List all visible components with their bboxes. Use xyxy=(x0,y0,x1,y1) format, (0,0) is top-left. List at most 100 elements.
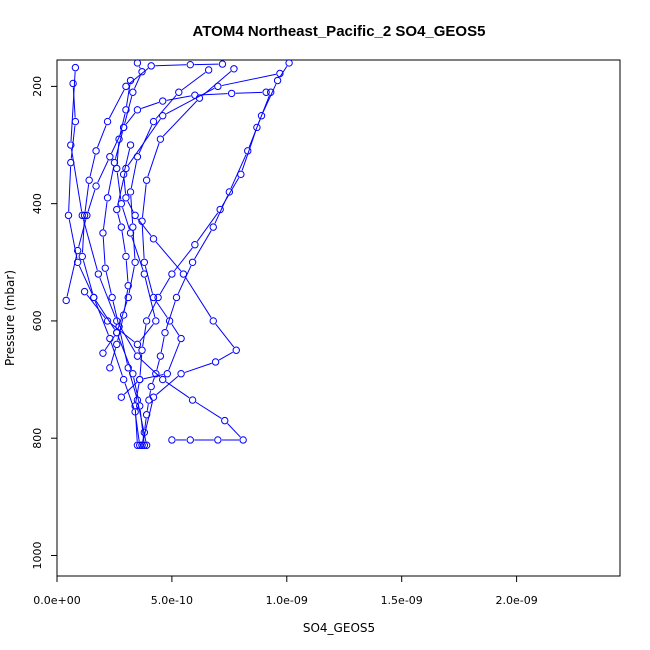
profile-segment xyxy=(123,178,127,194)
profile-segment xyxy=(257,95,270,124)
data-point xyxy=(113,164,121,173)
profile-series xyxy=(99,66,213,357)
profile-segment xyxy=(138,66,141,69)
data-point xyxy=(237,170,245,179)
profile-segment xyxy=(230,154,247,189)
data-point xyxy=(103,117,112,126)
profile-segment xyxy=(215,323,235,348)
data-point xyxy=(126,229,135,237)
profile-segment xyxy=(144,266,153,294)
profile-segment xyxy=(95,300,115,330)
y-tick-label: 600 xyxy=(31,310,44,331)
data-point xyxy=(119,123,128,132)
data-point xyxy=(159,97,167,105)
profile-segment xyxy=(141,225,145,259)
data-point xyxy=(113,205,121,214)
profile-series xyxy=(67,63,247,444)
data-point xyxy=(214,436,222,444)
profile-segment xyxy=(70,71,76,142)
data-point xyxy=(113,317,121,325)
data-point xyxy=(122,164,130,173)
profile-segment xyxy=(262,83,277,113)
data-point xyxy=(142,317,151,325)
data-point xyxy=(62,296,70,305)
profile-segment xyxy=(122,207,130,230)
profile-series xyxy=(117,65,238,401)
profile-series xyxy=(106,69,284,372)
data-point xyxy=(129,370,137,378)
data-point xyxy=(145,396,153,404)
data-point xyxy=(113,340,121,349)
data-point xyxy=(117,199,126,208)
profile-segment xyxy=(139,409,145,442)
data-point xyxy=(94,270,103,278)
data-point xyxy=(119,375,128,384)
profile-segment xyxy=(125,260,129,282)
data-point xyxy=(103,194,112,202)
profile-segment xyxy=(82,260,94,294)
profile-segment xyxy=(155,241,182,272)
profile-segment xyxy=(104,335,115,351)
x-tick-label: 1.0e-09 xyxy=(266,594,308,607)
data-point xyxy=(138,68,146,76)
profile-segment xyxy=(119,330,128,365)
profile-segment xyxy=(152,377,155,384)
data-point xyxy=(214,82,222,91)
profile-segment xyxy=(131,236,144,271)
x-axis: 0.0e+00 5.0e-10 1.0e-09 1.5e-09 2.0e-09 xyxy=(33,575,538,607)
profile-series xyxy=(119,141,240,449)
data-point xyxy=(209,317,217,325)
data-point xyxy=(133,106,142,114)
profile-segment xyxy=(130,160,138,189)
y-axis-label: Pressure (mbar) xyxy=(3,270,17,366)
data-point xyxy=(106,364,114,372)
data-point xyxy=(124,364,132,372)
profile-segment xyxy=(139,323,154,342)
profile-segment xyxy=(78,219,87,247)
profile-segment xyxy=(168,342,181,371)
profile-segment xyxy=(185,277,212,318)
data-point xyxy=(273,76,282,85)
data-point xyxy=(124,282,132,290)
profile-segment xyxy=(99,277,116,318)
data-point xyxy=(168,270,176,278)
data-point xyxy=(159,112,167,120)
profile-segment xyxy=(102,236,106,265)
profile-segment xyxy=(159,277,171,295)
profile-segment xyxy=(166,87,215,115)
profile-segment xyxy=(112,301,119,324)
data-point xyxy=(122,252,130,261)
data-point xyxy=(239,436,247,444)
profile-segment xyxy=(218,351,234,361)
profile-segment xyxy=(124,383,135,409)
data-point xyxy=(140,258,149,266)
profile-segment xyxy=(110,342,123,376)
profile-segment xyxy=(128,67,149,85)
data-point xyxy=(124,293,132,302)
data-point xyxy=(99,349,107,357)
profile-segment xyxy=(156,375,179,395)
profile-segment xyxy=(141,101,160,109)
profile-segment xyxy=(181,71,206,91)
profile-segment xyxy=(97,160,109,183)
data-point xyxy=(140,270,149,278)
data-point xyxy=(177,370,185,378)
data-point xyxy=(188,258,197,266)
data-point xyxy=(267,88,275,96)
data-point xyxy=(227,89,236,98)
profile-segment xyxy=(133,377,140,403)
data-point xyxy=(168,436,176,444)
data-point xyxy=(156,352,165,360)
data-point xyxy=(163,370,172,378)
data-point xyxy=(133,59,142,67)
data-point xyxy=(179,270,188,278)
data-point xyxy=(122,82,130,91)
profile-segment xyxy=(149,390,152,397)
data-point xyxy=(149,293,158,302)
data-series xyxy=(62,59,293,449)
x-tick-label: 0.0e+00 xyxy=(33,594,80,607)
profile-segment xyxy=(94,301,109,335)
data-point xyxy=(152,370,160,378)
data-point xyxy=(142,176,151,184)
data-point xyxy=(106,334,114,343)
